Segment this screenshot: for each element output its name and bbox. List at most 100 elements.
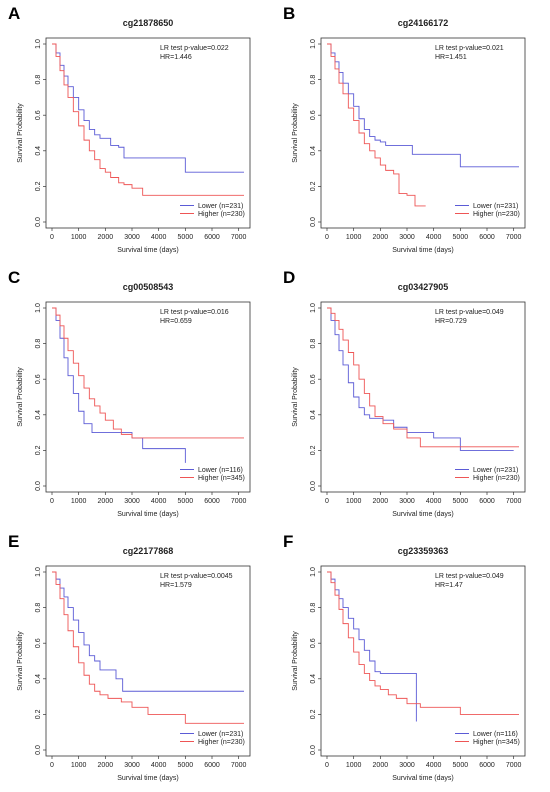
hr-annotation: HR=1.47 — [435, 582, 463, 589]
legend-label: Higher (n=345) — [473, 739, 520, 746]
y-tick-label: 0.6 — [310, 110, 317, 120]
km-chart: cg00508543 0 1000 2000 3000 4000 5000 6000 7000 0… — [17, 282, 251, 518]
y-tick-label: 1.0 — [35, 39, 42, 49]
plot-frame — [45, 565, 251, 757]
panel-letter: A — [8, 4, 21, 23]
hr-annotation: HR=0.729 — [435, 318, 467, 325]
x-tick-label: 0 — [50, 762, 54, 769]
x-tick-label: 5000 — [453, 762, 469, 769]
km-curve-higher — [52, 307, 244, 439]
y-tick-label: 0.4 — [35, 410, 42, 420]
y-tick-label: 0.8 — [310, 75, 317, 85]
x-tick-label: 0 — [325, 762, 329, 769]
x-tick-label: 2000 — [98, 498, 114, 505]
x-tick-label: 1000 — [71, 498, 87, 505]
legend-label: Lower (n=116) — [198, 467, 243, 474]
y-tick-label: 0.6 — [35, 374, 42, 384]
y-axis-label: Survival Probability — [17, 367, 24, 427]
legend-label: Lower (n=231) — [473, 203, 518, 210]
x-tick-label: 3000 — [124, 498, 140, 505]
panel-letter: C — [8, 268, 21, 287]
km-chart: cg24166172 0 1000 2000 3000 4000 5000 6000 7000 0… — [292, 18, 526, 254]
x-axis-label: Survival time (days) — [117, 511, 178, 518]
x-tick-label: 2000 — [373, 498, 389, 505]
y-tick-label: 0.2 — [35, 181, 42, 191]
y-tick-label: 1.0 — [310, 39, 317, 49]
y-tick-label: 1.0 — [35, 567, 42, 577]
x-tick-label: 5000 — [178, 234, 194, 241]
x-axis-label: Survival time (days) — [392, 247, 453, 254]
y-tick-label: 0.0 — [35, 745, 42, 755]
y-axis-label: Survival Probability — [17, 103, 24, 163]
km-curve-higher — [52, 43, 244, 196]
x-axis-label: Survival time (days) — [117, 247, 178, 254]
x-tick-label: 7000 — [231, 498, 247, 505]
x-tick-label: 1000 — [346, 498, 362, 505]
y-tick-label: 0.0 — [35, 217, 42, 227]
legend-label: Higher (n=230) — [198, 739, 245, 746]
km-curve-lower — [327, 43, 519, 168]
chart-title: cg03427905 — [398, 282, 449, 292]
x-tick-label: 4000 — [151, 234, 167, 241]
x-tick-label: 4000 — [426, 498, 442, 505]
x-tick-label: 3000 — [124, 762, 140, 769]
x-tick-label: 7000 — [231, 234, 247, 241]
x-axis-label: Survival time (days) — [392, 775, 453, 782]
y-tick-label: 0.0 — [310, 481, 317, 491]
x-tick-label: 2000 — [98, 762, 114, 769]
pvalue-annotation: LR test p-value=0.016 — [160, 309, 229, 316]
y-tick-label: 0.8 — [35, 339, 42, 349]
x-tick-label: 7000 — [506, 762, 522, 769]
x-tick-label: 7000 — [506, 498, 522, 505]
x-tick-label: 2000 — [98, 234, 114, 241]
y-tick-label: 0.6 — [310, 638, 317, 648]
panel-letter: D — [283, 268, 296, 287]
x-tick-label: 0 — [50, 234, 54, 241]
legend-label: Lower (n=116) — [473, 731, 518, 738]
plot-frame — [45, 301, 251, 493]
y-axis-label: Survival Probability — [292, 367, 299, 427]
legend-label: Lower (n=231) — [198, 203, 243, 210]
y-tick-label: 0.4 — [35, 674, 42, 684]
y-tick-label: 0.0 — [310, 217, 317, 227]
x-axis-label: Survival time (days) — [117, 775, 178, 782]
plot-frame — [320, 565, 526, 757]
y-tick-label: 0.2 — [35, 445, 42, 455]
y-tick-label: 0.0 — [35, 481, 42, 491]
km-chart: cg23359363 0 1000 2000 3000 4000 5000 6000 7000 0… — [292, 546, 526, 782]
plot-frame — [320, 37, 526, 229]
x-tick-label: 2000 — [373, 762, 389, 769]
chart-title: cg23359363 — [398, 546, 449, 556]
x-tick-label: 6000 — [479, 762, 495, 769]
km-curve-lower — [52, 307, 186, 463]
x-tick-label: 1000 — [71, 234, 87, 241]
y-tick-label: 0.4 — [35, 146, 42, 156]
hr-annotation: HR=1.579 — [160, 582, 192, 589]
x-tick-label: 4000 — [426, 762, 442, 769]
x-tick-label: 0 — [325, 498, 329, 505]
y-axis-label: Survival Probability — [17, 631, 24, 691]
chart-title: cg24166172 — [398, 18, 449, 28]
x-tick-label: 5000 — [453, 498, 469, 505]
x-tick-label: 6000 — [479, 234, 495, 241]
y-tick-label: 0.8 — [35, 603, 42, 613]
y-tick-label: 0.2 — [310, 445, 317, 455]
y-tick-label: 0.8 — [310, 339, 317, 349]
y-tick-label: 0.4 — [310, 410, 317, 420]
x-tick-label: 3000 — [399, 762, 415, 769]
y-tick-label: 0.0 — [310, 745, 317, 755]
km-chart: cg03427905 0 1000 2000 3000 4000 5000 6000 7000 0… — [292, 282, 526, 518]
y-tick-label: 0.4 — [310, 674, 317, 684]
y-tick-label: 1.0 — [310, 567, 317, 577]
y-tick-label: 0.2 — [35, 709, 42, 719]
km-curve-lower — [52, 571, 244, 692]
km-curve-higher — [52, 571, 244, 724]
x-tick-label: 6000 — [204, 234, 220, 241]
legend-label: Lower (n=231) — [198, 731, 243, 738]
plot-frame — [320, 301, 526, 493]
